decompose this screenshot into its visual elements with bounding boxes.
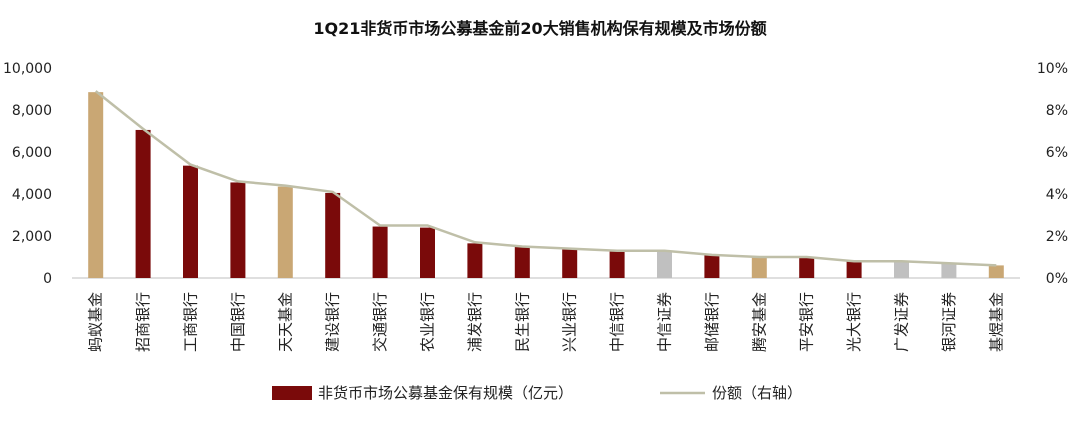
bar	[657, 250, 672, 278]
left-axis-tick-label: 10,000	[3, 61, 52, 77]
x-axis-category-label: 农业银行	[419, 292, 437, 352]
x-axis-category-label: 浦发银行	[466, 292, 484, 352]
bar	[609, 250, 625, 278]
bar	[894, 261, 909, 278]
bar	[941, 263, 957, 278]
bar	[135, 129, 151, 278]
x-axis-category-label: 腾安基金	[750, 292, 768, 352]
axes: 0 2,000 4,000 6,000 8,000 10,000 0% 2% 4% 6% 8% 10%	[3, 61, 1068, 287]
x-axis-category-label: 工商银行	[182, 292, 200, 352]
bar	[183, 165, 198, 278]
x-axis-category-label: 建设银行	[324, 292, 342, 352]
left-axis-tick-label: 6,000	[12, 145, 52, 161]
x-axis-category-label: 银河证券	[940, 292, 958, 352]
right-axis-tick-label: 6%	[1046, 145, 1068, 161]
bar	[277, 186, 293, 278]
right-axis-tick-label: 0%	[1046, 271, 1068, 287]
x-axis-category-label: 交通银行	[371, 292, 389, 352]
bar	[751, 257, 767, 278]
bar	[562, 248, 578, 278]
left-axis-tick-label: 0	[43, 271, 52, 287]
x-axis-category-label: 蚂蚁基金	[87, 292, 105, 352]
bar	[988, 265, 1004, 278]
bar	[846, 261, 862, 278]
bar	[420, 227, 435, 278]
bar	[467, 243, 483, 278]
left-axis-tick-label: 4,000	[12, 187, 52, 203]
x-axis-category-label: 招商银行	[134, 292, 152, 352]
bar-series	[88, 92, 1004, 279]
x-axis-category-label: 平安银行	[798, 292, 816, 352]
x-axis-labels: 蚂蚁基金 招商银行 工商银行 中国银行 天天基金 建设银行 交通银行 农业银行 浦发银行 民生银行…	[87, 292, 1006, 352]
x-axis-category-label: 中信银行	[608, 292, 626, 352]
bar	[230, 182, 246, 278]
bar	[325, 192, 341, 278]
x-axis-category-label: 民生银行	[513, 292, 531, 352]
x-axis-category-label: 光大银行	[845, 292, 863, 352]
bar	[799, 257, 815, 278]
right-axis-tick-label: 4%	[1046, 187, 1068, 203]
right-axis-tick-label: 8%	[1046, 103, 1068, 119]
bar	[372, 226, 388, 278]
x-axis-category-label: 中信证券	[656, 292, 674, 352]
legend-line-label: 份额（右轴）	[712, 384, 802, 402]
share-line	[94, 90, 997, 267]
bar	[514, 246, 530, 278]
legend-bar-swatch	[272, 386, 312, 400]
left-axis-tick-label: 8,000	[12, 103, 52, 119]
x-axis-category-label: 天天基金	[276, 292, 294, 352]
bar	[88, 92, 104, 279]
x-axis-category-label: 基煜基金	[987, 292, 1005, 352]
legend-bar-label: 非货币市场公募基金保有规模（亿元）	[318, 384, 573, 402]
bar	[704, 254, 720, 278]
x-axis-category-label: 兴业银行	[561, 292, 579, 352]
chart-title: 1Q21非货币市场公募基金前20大销售机构保有规模及市场份额	[313, 19, 766, 38]
x-axis-category-label: 邮储银行	[703, 292, 721, 352]
left-axis-tick-label: 2,000	[12, 229, 52, 245]
x-axis-category-label: 广发证券	[893, 292, 911, 352]
right-axis-tick-label: 10%	[1037, 61, 1068, 77]
x-axis-category-label: 中国银行	[229, 292, 247, 352]
line-series	[94, 90, 997, 267]
right-axis-tick-label: 2%	[1046, 229, 1068, 245]
legend: 非货币市场公募基金保有规模（亿元） 份额（右轴）	[272, 384, 802, 402]
